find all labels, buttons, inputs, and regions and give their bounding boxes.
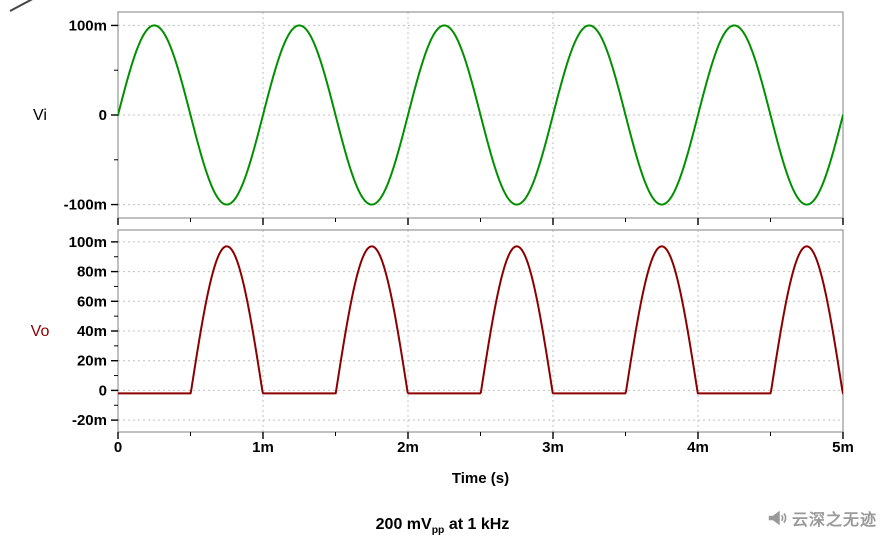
caption: 200 mVpp at 1 kHz xyxy=(0,516,885,536)
svg-text:Time (s): Time (s) xyxy=(452,470,509,487)
svg-text:2m: 2m xyxy=(397,439,419,456)
svg-text:0: 0 xyxy=(114,439,122,456)
svg-text:60m: 60m xyxy=(77,293,107,310)
caption-prefix: 200 mV xyxy=(375,516,432,533)
megaphone-icon xyxy=(768,510,787,526)
svg-text:Vi: Vi xyxy=(33,107,47,124)
svg-text:5m: 5m xyxy=(832,439,854,456)
caption-suffix: at 1 kHz xyxy=(444,516,510,533)
svg-text:-100m: -100m xyxy=(64,197,107,214)
svg-text:Vo: Vo xyxy=(31,323,50,340)
svg-text:1m: 1m xyxy=(252,439,274,456)
svg-text:3m: 3m xyxy=(542,439,564,456)
svg-text:80m: 80m xyxy=(77,264,107,281)
svg-text:0: 0 xyxy=(99,382,107,399)
watermark-text: 云深之无迹 xyxy=(791,512,877,529)
svg-text:100m: 100m xyxy=(69,234,107,251)
svg-text:100m: 100m xyxy=(69,17,107,34)
svg-text:-20m: -20m xyxy=(72,412,107,429)
svg-text:0: 0 xyxy=(99,107,107,124)
caption-subscript: pp xyxy=(431,525,445,537)
svg-text:4m: 4m xyxy=(687,439,709,456)
svg-text:40m: 40m xyxy=(77,323,107,340)
svg-text:20m: 20m xyxy=(77,353,107,370)
watermark: 云深之无迹 xyxy=(766,506,877,530)
waveform-plot: 100m 0 -100m Vi 100m 80m 60m 40m 20m 0 -20m Vo 0 1m 2m… xyxy=(31,11,854,487)
